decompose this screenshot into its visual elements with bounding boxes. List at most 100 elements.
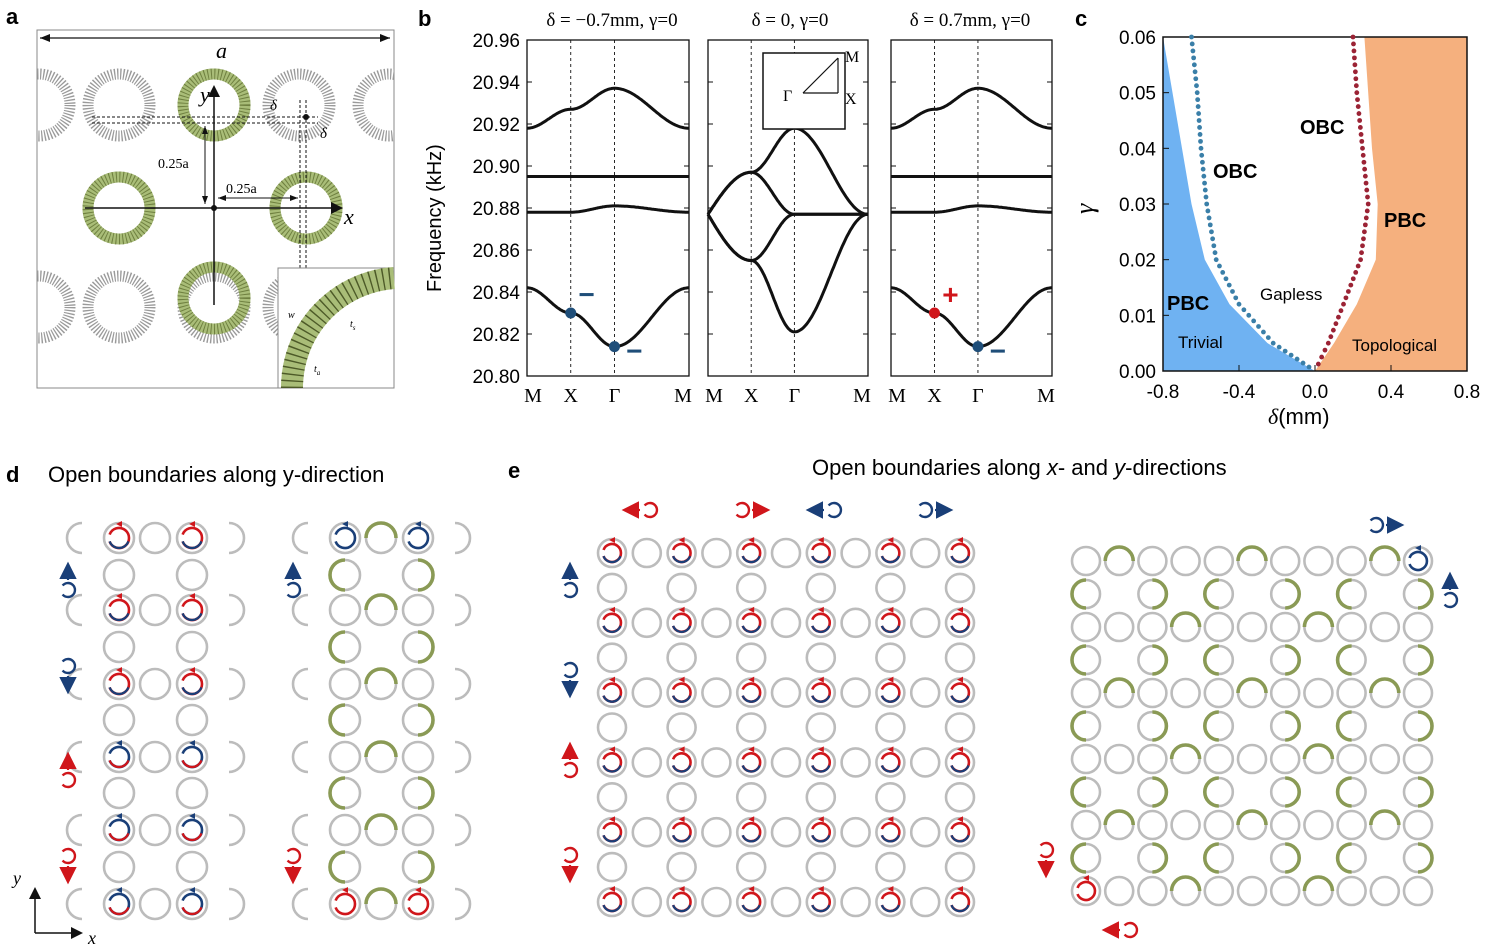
resonator-ring (262, 68, 336, 142)
vortex-arrow (957, 676, 963, 683)
obc-dot-right (1341, 301, 1346, 307)
circular-arrow-icon (61, 657, 77, 675)
vortex-arc-2 (811, 765, 831, 773)
ring (1203, 545, 1235, 577)
ring (1137, 743, 1168, 775)
obc-dot-left (1223, 276, 1229, 282)
ring (875, 642, 906, 674)
vortex-arc-2 (602, 695, 622, 703)
obc-dot-left (1217, 263, 1222, 269)
ring-green-arc (1335, 842, 1352, 874)
obc-dot-right (1352, 62, 1358, 68)
ring (138, 593, 172, 627)
resonator-ring (37, 68, 76, 142)
ring (909, 816, 941, 848)
band-sign: − (990, 336, 1006, 367)
ring (840, 537, 871, 569)
vortex-arc-2 (950, 765, 970, 773)
obc-dot-right (1362, 166, 1368, 172)
vortex-arc-2 (950, 695, 970, 703)
vortex-arc-2 (181, 832, 203, 842)
c-label-obc-left: OBC (1213, 161, 1257, 183)
panel-e: Open boundaries along x- and y-direction… (561, 455, 1459, 939)
ring (138, 813, 172, 847)
obc-dot-right (1315, 361, 1321, 367)
ring (138, 887, 172, 921)
obc-dot-left (1191, 55, 1197, 61)
ring (1402, 875, 1434, 907)
obc-dot-right (1362, 222, 1368, 228)
ring-green-arc (1169, 743, 1202, 760)
vortex-arrow (748, 746, 755, 753)
ring (1070, 611, 1102, 643)
vortex-arrow (1083, 875, 1089, 881)
vortex-arrow (817, 606, 824, 613)
ring-green-arc (1285, 644, 1301, 676)
ring (102, 558, 136, 592)
ring (1369, 875, 1401, 907)
axis-y-label-a: y (198, 82, 210, 107)
half-ring (228, 740, 246, 774)
c-ytick-label: 0.06 (1119, 28, 1156, 49)
panel-label-d: d (6, 462, 19, 487)
obc-dot-left (1194, 83, 1199, 89)
ring (1269, 611, 1301, 643)
obc-dot-right (1363, 215, 1369, 221)
ring-green-arc (1285, 776, 1301, 808)
ring-green-arc (1335, 644, 1352, 676)
obc-dot-right (1338, 308, 1344, 314)
obc-dot-left (1209, 229, 1214, 235)
panel-label-a: a (6, 4, 19, 29)
vortex-arc-2 (181, 759, 203, 769)
ring-green-arc (328, 703, 346, 737)
obc-dot-left (1213, 257, 1219, 263)
vortex-arrow (887, 746, 894, 753)
obc-dot-left (1261, 329, 1266, 335)
brillouin-zone-inset: M Γ X (762, 49, 859, 130)
ring-green-arc (1236, 809, 1268, 826)
bz-label-X: X (845, 91, 857, 108)
band-xtick-label: Γ (609, 385, 621, 407)
half-ring (291, 521, 309, 555)
obc-dot-right (1360, 243, 1365, 249)
d-axis-x: x (87, 928, 96, 947)
vortex-arc (1408, 550, 1429, 572)
vortex-arrow (887, 816, 894, 823)
ring (1336, 677, 1367, 709)
ring (1402, 677, 1434, 709)
vortex-arc-2 (108, 612, 130, 622)
circular-arrow-icon (735, 501, 751, 519)
obc-dot-right (1358, 132, 1364, 137)
vortex-arc-2 (811, 695, 831, 703)
vortex-arc-2 (672, 695, 692, 703)
ring (770, 537, 802, 569)
e-title-prefix: Open boundaries along (812, 455, 1047, 480)
ring-green-arc (328, 630, 346, 664)
ring-green-arc (1152, 710, 1169, 742)
ring (102, 703, 136, 737)
obc-dot-left (1241, 307, 1247, 313)
vortex-arc-2 (811, 834, 831, 843)
vortex-arrow (189, 813, 195, 819)
resonator-ring (37, 270, 76, 344)
trivial-region (1163, 37, 1315, 371)
ring (944, 642, 976, 674)
ring-green-arc (1103, 809, 1135, 826)
vortex-arrow (1415, 545, 1421, 551)
ring-green-arc (417, 850, 435, 884)
ring (1170, 677, 1201, 709)
vortex-arrow (342, 887, 348, 893)
vortex-arrow (116, 740, 122, 746)
ring-green-arc (328, 558, 346, 592)
ring (1336, 875, 1367, 907)
obc-dot-right (1364, 187, 1370, 193)
panel-a: a x y 0.25a 0.25a δ δ w ts ta (36, 29, 396, 389)
obc-dot-right (1357, 125, 1363, 130)
vortex-arrow (609, 606, 615, 613)
obc-dot-right (1351, 48, 1357, 54)
ring (1336, 809, 1367, 841)
band-title: δ = −0.7mm, γ=0 (546, 10, 677, 31)
vortex-arrow (748, 537, 755, 543)
vortex-arrow (887, 886, 894, 892)
c-ylabel: γ (1070, 203, 1099, 214)
